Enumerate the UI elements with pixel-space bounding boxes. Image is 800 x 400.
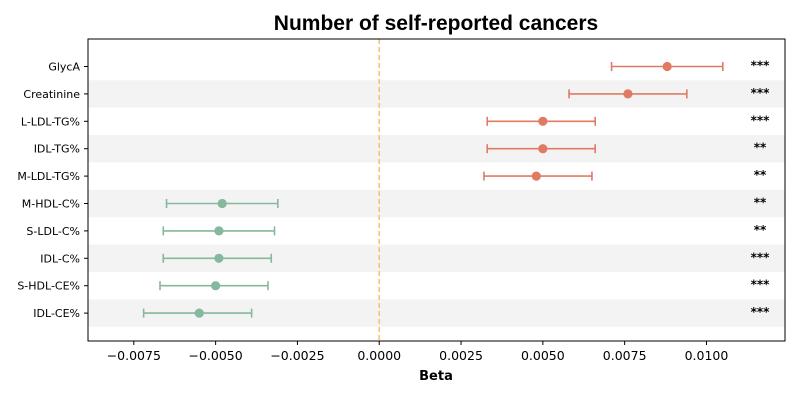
- significance-label: ***: [751, 59, 771, 73]
- significance-label: ***: [751, 278, 771, 292]
- y-tick-label: IDL-C%: [40, 252, 80, 265]
- beta-point: [214, 226, 224, 236]
- y-tick-label: Creatinine: [23, 88, 80, 101]
- y-tick-label: L-LDL-TG%: [21, 115, 80, 128]
- beta-point: [214, 253, 224, 263]
- row-S-HDL-CE%: ***: [159, 278, 771, 292]
- row-IDL-TG%: **: [486, 141, 767, 155]
- row-IDL-CE%: ***: [142, 305, 771, 319]
- y-tick-labels: GlycA Creatinine L-LDL-TG% IDL-TG% M-LDL-TG%…: [17, 61, 88, 320]
- row-IDL-C%: ***: [162, 250, 771, 264]
- row-M-HDL-C%: **: [165, 196, 767, 210]
- y-tick-label: M-LDL-TG%: [17, 170, 80, 183]
- x-tick-label: −0.0050: [189, 348, 243, 363]
- x-tick-label: −0.0075: [107, 348, 161, 363]
- x-tick-label: −0.0025: [270, 348, 324, 363]
- significance-label: ***: [751, 86, 771, 100]
- x-tick-label: 0.0050: [521, 348, 565, 363]
- row-S-LDL-C%: **: [162, 223, 767, 237]
- plot-frame: [87, 38, 786, 342]
- beta-point: [217, 198, 227, 209]
- significance-label: **: [754, 141, 767, 155]
- beta-point: [538, 144, 548, 154]
- beta-point: [531, 171, 541, 181]
- beta-point: [538, 116, 548, 126]
- y-tick-label: S-LDL-C%: [26, 225, 80, 238]
- x-axis-label: Beta: [419, 369, 453, 384]
- y-tick-label: M-HDL-C%: [22, 198, 80, 211]
- y-tick-label: IDL-CE%: [33, 307, 80, 320]
- y-tick-label: S-HDL-CE%: [17, 280, 80, 293]
- data-rows: **************************: [142, 59, 771, 319]
- row-L-LDL-TG%: ***: [486, 113, 771, 127]
- y-tick-label: GlycA: [48, 61, 80, 74]
- significance-label: **: [754, 223, 767, 237]
- row-Creatinine: ***: [568, 86, 771, 100]
- beta-point: [194, 308, 204, 318]
- row-band: [88, 135, 785, 163]
- x-ticks: −0.0075 −0.0050 −0.0025 0.0000 0.0025 0.0050 0…: [107, 341, 729, 363]
- beta-point: [623, 89, 633, 99]
- x-tick-label: 0.0000: [357, 348, 401, 363]
- significance-label: ***: [751, 113, 771, 127]
- x-tick-label: 0.0100: [685, 348, 729, 363]
- x-tick-label: 0.0025: [439, 348, 483, 363]
- chart-title: Number of self-reported cancers: [274, 12, 598, 35]
- beta-point: [662, 61, 672, 72]
- significance-label: ***: [751, 250, 771, 264]
- significance-label: **: [754, 196, 767, 210]
- significance-label: **: [754, 168, 767, 182]
- x-tick-label: 0.0075: [603, 348, 647, 363]
- y-tick-label: IDL-TG%: [34, 143, 80, 156]
- beta-point: [211, 281, 221, 291]
- row-GlycA: ***: [610, 59, 771, 73]
- row-M-LDL-TG%: **: [483, 168, 767, 182]
- significance-label: ***: [751, 305, 771, 319]
